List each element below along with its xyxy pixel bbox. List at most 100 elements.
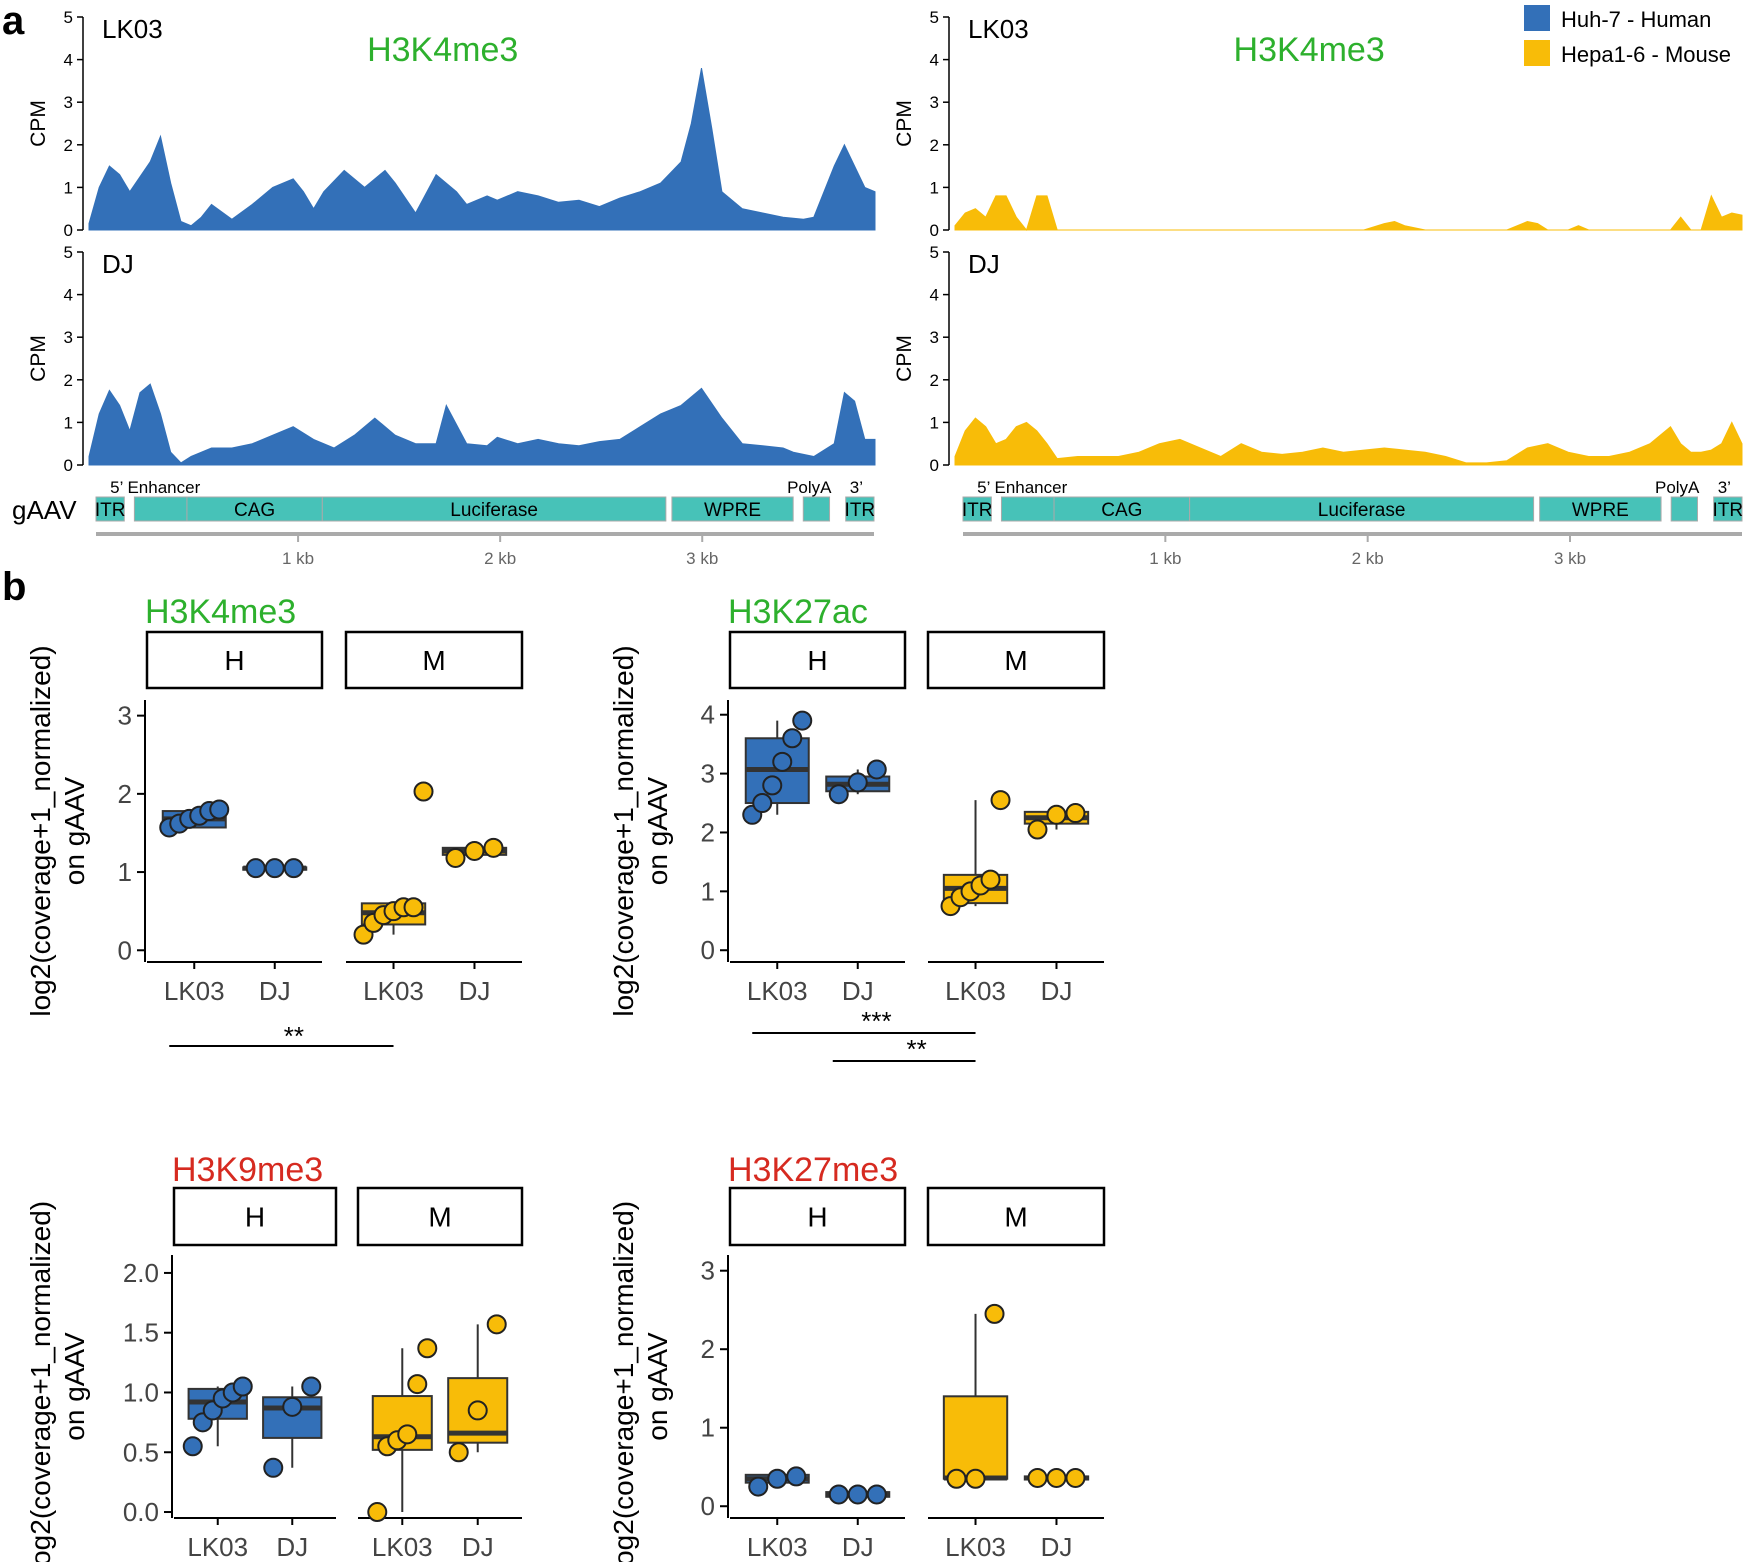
y-tick-label: 0: [118, 935, 132, 965]
histone-mark-label: H3K4me3: [367, 31, 518, 69]
feature-block: [845, 496, 875, 522]
x-tick-label: DJ: [1041, 1532, 1073, 1562]
feature-label: WPRE: [1572, 500, 1629, 521]
data-point: [263, 1457, 284, 1478]
feature-block: [1189, 496, 1535, 522]
y-tick-label: 5: [64, 243, 73, 262]
data-point: [828, 784, 849, 805]
kb-tick-label: 1 kb: [282, 549, 314, 568]
x-tick-label: DJ: [462, 1532, 494, 1562]
x-tick-label: LK03: [945, 976, 1006, 1006]
x-tick-label: LK03: [187, 1532, 248, 1562]
data-point: [417, 1338, 438, 1359]
y-tick-label: 1: [64, 413, 73, 432]
feature-label: ITR: [1713, 500, 1744, 521]
coverage-area: [954, 417, 1743, 466]
kb-tick-label: 3 kb: [1554, 549, 1586, 568]
y-tick-label: 1.0: [123, 1377, 159, 1407]
y-axis-title-line2: on gAAV: [59, 776, 90, 885]
data-point: [464, 840, 485, 861]
facet-strip: [926, 1186, 1106, 1247]
significance-label: **: [284, 1021, 304, 1051]
y-tick-label: 0.0: [123, 1497, 159, 1527]
data-point: [282, 1396, 303, 1417]
legend: Huh-7 - Human Hepa1-6 - Mouse: [1524, 5, 1731, 67]
track-label: DJ: [102, 249, 134, 279]
facet-strip: [356, 1186, 524, 1247]
data-point: [483, 837, 504, 858]
data-point: [980, 869, 1001, 890]
data-point: [828, 1484, 849, 1505]
y-tick-label: 2: [64, 136, 73, 155]
data-point: [445, 847, 466, 868]
y-tick-label: 1: [701, 876, 715, 906]
feature-block: [95, 496, 125, 522]
coverage-track-human-lk03: 0 1 2 3 4 5 CPM LK03 H3K4me3: [27, 8, 876, 240]
feature-annotation-label: 5’ Enhancer: [110, 478, 200, 497]
data-point: [772, 751, 793, 772]
significance-label: **: [907, 1034, 927, 1064]
y-tick-label: 0: [930, 456, 939, 475]
kb-tick-label: 1 kb: [1149, 549, 1181, 568]
data-point: [467, 1400, 488, 1421]
data-point: [1065, 803, 1086, 824]
y-axis-title-line1: log2(coverage+1_normalized): [25, 645, 56, 1016]
data-point: [1046, 1467, 1067, 1488]
y-tick-label: 2: [930, 136, 939, 155]
feature-annotation-label: PolyA: [787, 478, 832, 497]
y-axis-title-line1: log2(coverage+1_normalized): [608, 645, 639, 1016]
y-tick-label: 1: [64, 178, 73, 197]
feature-block: [1000, 496, 1055, 522]
boxplot-h3k27ac: H3K27ac log2(coverage+1_normalized) on gAA…: [608, 593, 1106, 1064]
data-point: [413, 781, 434, 802]
boxplot-title: H3K27ac: [728, 593, 868, 631]
genome-annotation-right: ITR CAG Luciferase WPRE ITR 5’ Enhancer PolyA 3…: [962, 478, 1743, 568]
facet-strip: [728, 630, 907, 690]
y-tick-label: 1: [701, 1413, 715, 1443]
boxplot-title: H3K9me3: [172, 1151, 323, 1189]
data-point: [1027, 1467, 1048, 1488]
data-point: [301, 1376, 322, 1397]
boxplot-h3k4me3: H3K4me3 log2(coverage+1_normalized) on gAA…: [25, 593, 524, 1051]
y-axis-title: CPM: [893, 335, 916, 382]
y-axis-title: CPM: [27, 335, 50, 382]
facet-strip: [145, 630, 324, 690]
facet-strip-label: H: [245, 1202, 265, 1233]
x-tick-label: DJ: [276, 1532, 308, 1562]
facet-strip: [172, 1186, 338, 1247]
y-tick-label: 0.5: [123, 1437, 159, 1467]
feature-label: Luciferase: [450, 500, 538, 521]
track-label: LK03: [968, 14, 1029, 44]
coverage-area: [88, 68, 876, 231]
y-tick-label: 5: [64, 8, 73, 27]
y-tick-label: 4: [701, 700, 715, 730]
y-tick-label: 0: [930, 221, 939, 240]
boxplot-title: H3K27me3: [728, 1151, 898, 1189]
facet-strip: [344, 630, 524, 690]
facet-strip-label: M: [1004, 1202, 1027, 1233]
data-point: [283, 858, 304, 879]
coverage-track-human-dj: 0 1 2 3 4 5 CPM DJ: [27, 243, 876, 475]
feature-label: WPRE: [704, 500, 761, 521]
x-tick-label: DJ: [459, 976, 491, 1006]
x-tick-label: DJ: [842, 1532, 874, 1562]
panel-label-b: b: [2, 565, 26, 609]
legend-label-human: Huh-7 - Human: [1561, 7, 1711, 32]
data-point: [782, 728, 803, 749]
coverage-area: [954, 194, 1743, 232]
feature-label: CAG: [1101, 500, 1142, 521]
data-point: [1065, 1467, 1086, 1488]
data-point: [397, 1424, 418, 1445]
data-point: [965, 1468, 986, 1489]
feature-block: [962, 496, 992, 522]
legend-swatch-mouse: [1524, 40, 1550, 66]
data-point: [367, 1502, 388, 1523]
coverage-track-mouse-lk03: 0 1 2 3 4 5 CPM LK03 H3K4me3: [893, 8, 1743, 240]
data-point: [264, 858, 285, 879]
y-tick-label: 5: [930, 8, 939, 27]
boxplot-h3k27me3: H3K27me3 log2(coverage+1_normalized) on gA…: [608, 1151, 1106, 1562]
data-point: [209, 799, 230, 820]
kb-tick-label: 2 kb: [1352, 549, 1384, 568]
x-tick-label: LK03: [945, 1532, 1006, 1562]
